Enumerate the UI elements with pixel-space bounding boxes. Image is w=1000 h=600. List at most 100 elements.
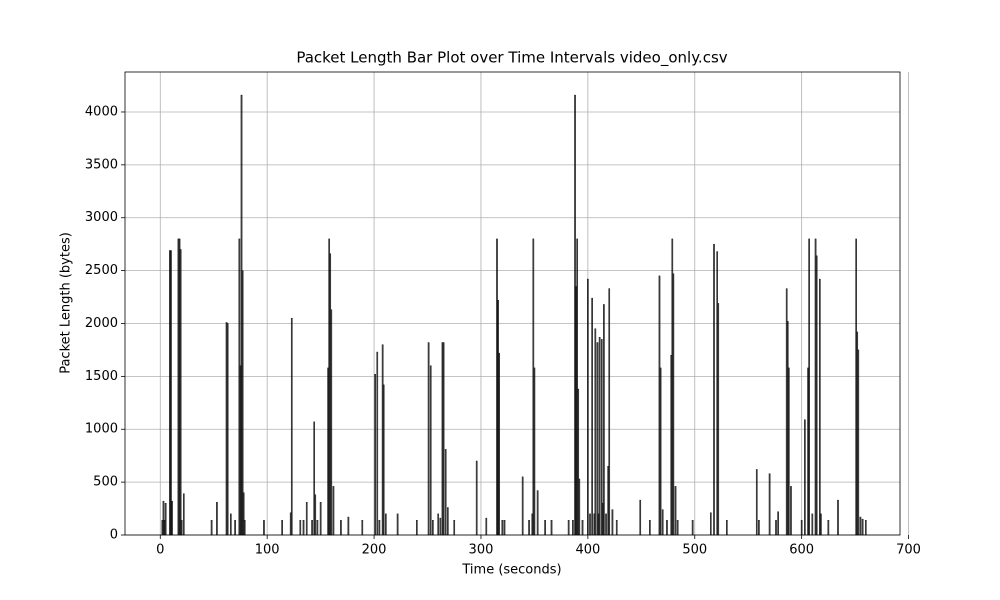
bar [811, 513, 814, 536]
bar [498, 352, 500, 536]
bar [819, 278, 821, 536]
bar [447, 507, 449, 536]
x-tick-label: 600 [789, 543, 814, 558]
bar [768, 473, 771, 536]
bar [859, 516, 862, 536]
x-axis-label: Time (seconds) [461, 563, 561, 578]
bar [263, 519, 265, 536]
bar [804, 419, 806, 536]
y-tick-label: 1000 [85, 422, 118, 437]
y-tick-label: 0 [110, 528, 118, 543]
bar [717, 303, 720, 536]
bar [578, 478, 581, 536]
bar [427, 342, 430, 536]
bar [713, 243, 715, 536]
bar [439, 517, 442, 536]
bar [385, 513, 387, 536]
bar [374, 374, 376, 536]
bar [170, 250, 172, 536]
bar [311, 519, 313, 536]
bar [777, 511, 779, 536]
bar [432, 519, 434, 536]
bar [550, 519, 553, 536]
bar [453, 519, 456, 536]
bar [332, 486, 335, 536]
bar [416, 519, 418, 536]
y-tick-label: 3000 [85, 210, 118, 225]
bar [437, 513, 440, 536]
bar [361, 519, 364, 536]
y-tick-label: 3500 [85, 157, 118, 172]
bar [815, 255, 818, 536]
bar [376, 351, 379, 536]
bar [281, 519, 283, 536]
bar [444, 449, 447, 536]
x-tick-label: 0 [156, 543, 164, 558]
bar [226, 323, 229, 536]
x-tick-label: 400 [575, 543, 600, 558]
bar [659, 367, 662, 536]
bar [661, 509, 664, 536]
bar [290, 318, 293, 536]
bar [180, 519, 183, 536]
bar [216, 502, 218, 536]
bar [347, 516, 350, 536]
bar [790, 486, 792, 536]
bar [587, 278, 589, 536]
bar [572, 519, 574, 536]
x-tick-label: 500 [682, 543, 707, 558]
bar [775, 519, 777, 536]
y-tick-label: 1500 [85, 369, 118, 384]
bar [234, 519, 236, 536]
bar [591, 297, 593, 536]
bar [864, 519, 867, 536]
bar [581, 519, 584, 536]
bar [639, 499, 642, 536]
bar [603, 304, 605, 536]
bar [330, 309, 333, 536]
bar [521, 476, 524, 536]
bar [429, 365, 432, 536]
bar [820, 513, 822, 536]
bar [755, 469, 758, 536]
bar [182, 493, 185, 536]
bar [164, 503, 167, 536]
bar [314, 494, 317, 536]
bar [567, 519, 570, 536]
bar [442, 342, 445, 536]
bar [299, 519, 302, 536]
x-tick-label: 200 [362, 543, 387, 558]
bar [709, 512, 712, 536]
x-tick-label: 700 [896, 543, 921, 558]
bar [691, 519, 694, 536]
bar [230, 513, 232, 536]
bar [596, 342, 599, 536]
bar [501, 519, 504, 536]
bar [533, 367, 536, 536]
bar [827, 519, 830, 536]
bar [171, 500, 173, 536]
y-tick-label: 500 [93, 475, 118, 490]
bar [503, 519, 506, 536]
bar [485, 517, 488, 536]
bar [544, 519, 546, 536]
chart-title: Packet Length Bar Plot over Time Interva… [296, 49, 727, 68]
bar [536, 490, 539, 536]
bar [615, 519, 618, 536]
bar [857, 349, 860, 536]
y-tick-label: 2000 [85, 316, 118, 331]
bar [210, 519, 213, 536]
bar [305, 502, 308, 536]
bar [808, 238, 810, 536]
bar [861, 518, 864, 536]
bar [594, 328, 597, 536]
bar [528, 519, 530, 536]
bar [382, 384, 385, 536]
bar [605, 513, 607, 536]
y-tick-label: 4000 [85, 104, 118, 119]
bar [319, 502, 322, 536]
bar [396, 513, 399, 536]
plot-frame [124, 71, 901, 536]
bar [302, 519, 305, 536]
